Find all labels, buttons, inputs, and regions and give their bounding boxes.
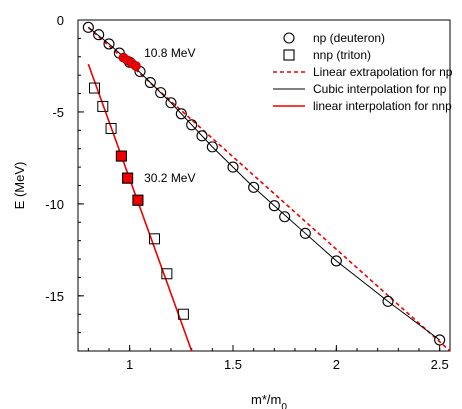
y-tick-label: 0: [57, 13, 64, 28]
point-np-deuteron: [196, 130, 208, 142]
point-np-deuteron: [434, 334, 446, 346]
y-tick-label: -10: [45, 197, 64, 212]
point-np-deuteron: [93, 29, 105, 41]
y-tick-label: -5: [52, 105, 64, 120]
x-tick-label: 2: [333, 357, 340, 372]
annotation-label: 10.8 MeV: [144, 46, 195, 60]
point-nnp-triton: [161, 268, 173, 280]
point-np-deuteron: [206, 141, 218, 153]
point-np-deuteron: [248, 181, 260, 193]
point-nnp-interpolated-points: [122, 172, 134, 184]
x-axis-title-subscript: 0: [281, 402, 287, 409]
point-np-deuteron: [268, 200, 280, 212]
point-np-deuteron: [279, 211, 291, 223]
x-tick-label: 1: [126, 357, 133, 372]
x-axis-title: m*/m0: [251, 392, 287, 409]
annotations: 10.8 MeV 30.2 MeV: [144, 46, 195, 185]
point-np-deuteron: [103, 38, 115, 50]
point-nnp-interpolated-points: [115, 150, 127, 162]
legend-marker-circle: [283, 32, 295, 44]
point-np-deuteron: [330, 255, 342, 267]
point-np-deuteron: [165, 97, 177, 109]
x-axis-title-main: m*/m: [251, 392, 281, 407]
legend-label: nnp (triton): [313, 48, 371, 62]
x-tick-label: 1.5: [224, 357, 242, 372]
line-linear-interpolation-for-nnp: [87, 63, 193, 351]
point-nnp-triton: [89, 82, 101, 94]
annotation-label: 30.2 MeV: [144, 171, 195, 185]
legend-label: np (deuteron): [313, 31, 385, 45]
axes: 1 1.5 2 2.50-5-10-15m*/m0E (MeV): [12, 13, 449, 409]
legend: np (deuteron) nnp (triton) Linear extrapol…: [273, 31, 453, 113]
point-np-deuteron: [144, 76, 156, 89]
point-nnp-triton: [177, 308, 189, 320]
point-np-deuteron: [382, 295, 394, 307]
legend-label: Linear extrapolation for np: [313, 65, 453, 79]
point-np-deuteron: [175, 108, 187, 120]
point-np-deuteron: [186, 119, 198, 131]
point-np-deuteron: [155, 87, 167, 99]
point-np-deuteron: [227, 161, 239, 173]
legend-label: linear interpolation for nnp: [313, 99, 452, 113]
x-tick-label: 2.5: [431, 357, 449, 372]
point-np-deuteron: [299, 227, 311, 239]
point-nnp-interpolated-points: [132, 194, 144, 206]
legend-marker-square: [283, 49, 295, 61]
point-np-deuteron: [82, 21, 94, 33]
legend-label: Cubic interpolation for np: [313, 82, 447, 96]
y-axis-title: E (MeV): [12, 162, 27, 210]
y-tick-label: -15: [45, 289, 64, 304]
point-nnp-triton: [97, 100, 109, 112]
point-nnp-triton: [148, 233, 160, 245]
point-np-extrapolated-points: [130, 61, 141, 71]
point-nnp-triton: [105, 122, 117, 134]
plot-content: [82, 21, 450, 351]
